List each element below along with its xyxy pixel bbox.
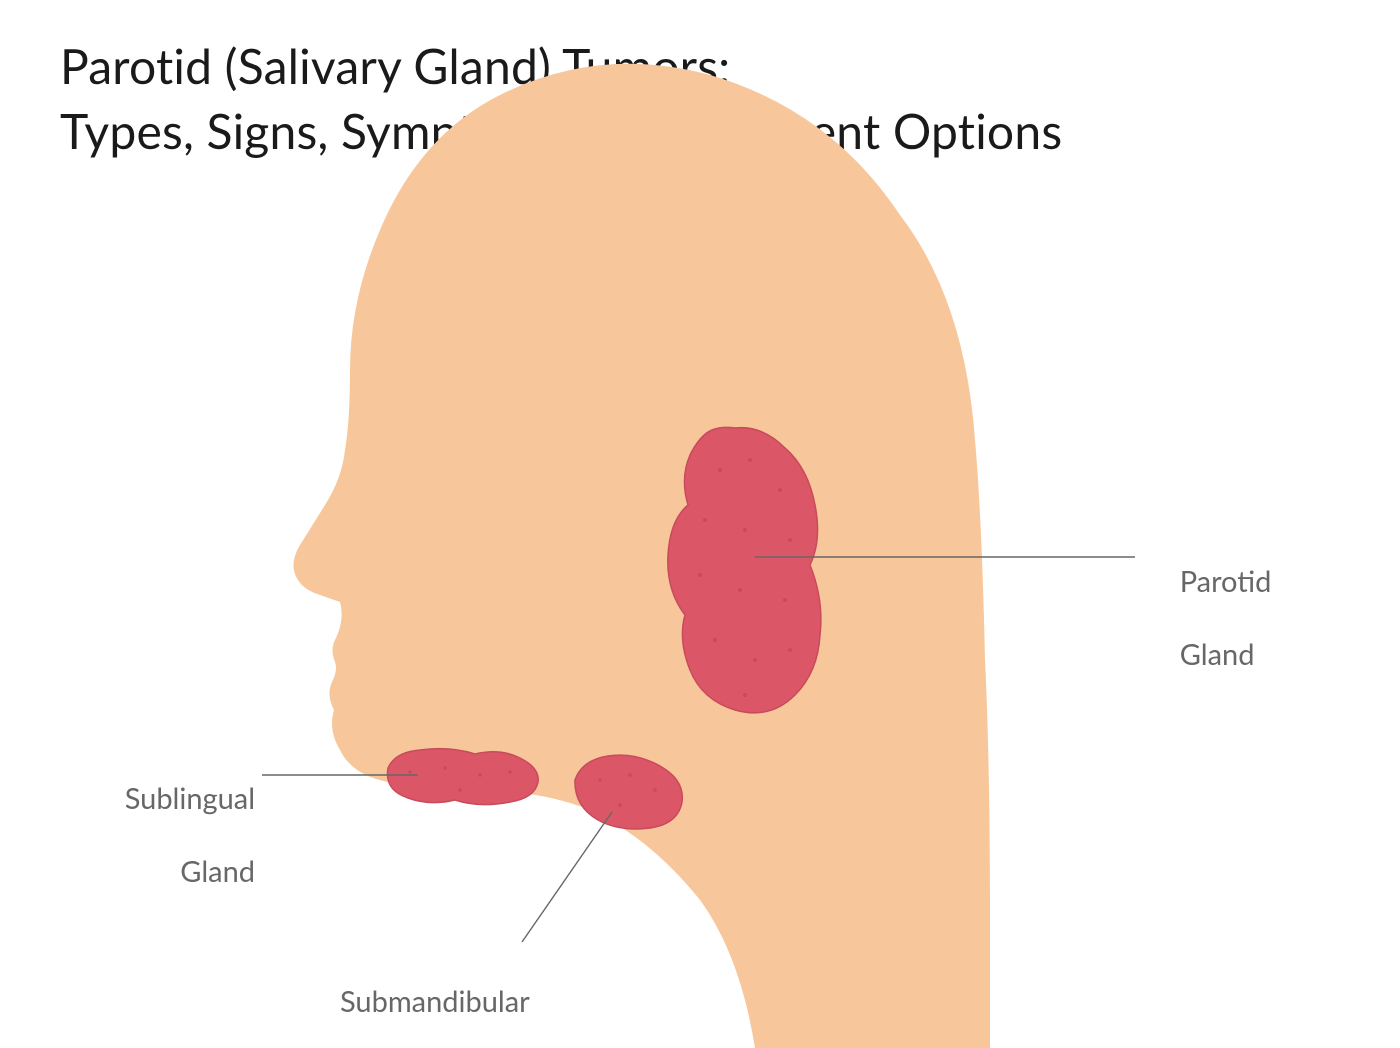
sublingual-label-line1: Sublingual: [125, 781, 255, 816]
parotid-label-line2: Gland: [1180, 637, 1255, 672]
sublingual-label: Sublingual Gland: [95, 745, 255, 926]
submandibular-leader: [522, 812, 612, 942]
submandibular-label: Submandibular Gland: [300, 948, 540, 1048]
parotid-gland-shape: [668, 427, 821, 713]
sublingual-label-line2: Gland: [180, 854, 255, 889]
infographic-canvas: Parotid (Salivary Gland) Tumors: Types, …: [0, 0, 1400, 1048]
head-silhouette: [293, 64, 990, 1048]
sublingual-gland-shape: [387, 749, 538, 805]
submandibular-label-line1: Submandibular: [340, 984, 530, 1019]
parotid-label-line1: Parotid: [1180, 564, 1272, 599]
parotid-label: Parotid Gland: [1150, 528, 1271, 709]
